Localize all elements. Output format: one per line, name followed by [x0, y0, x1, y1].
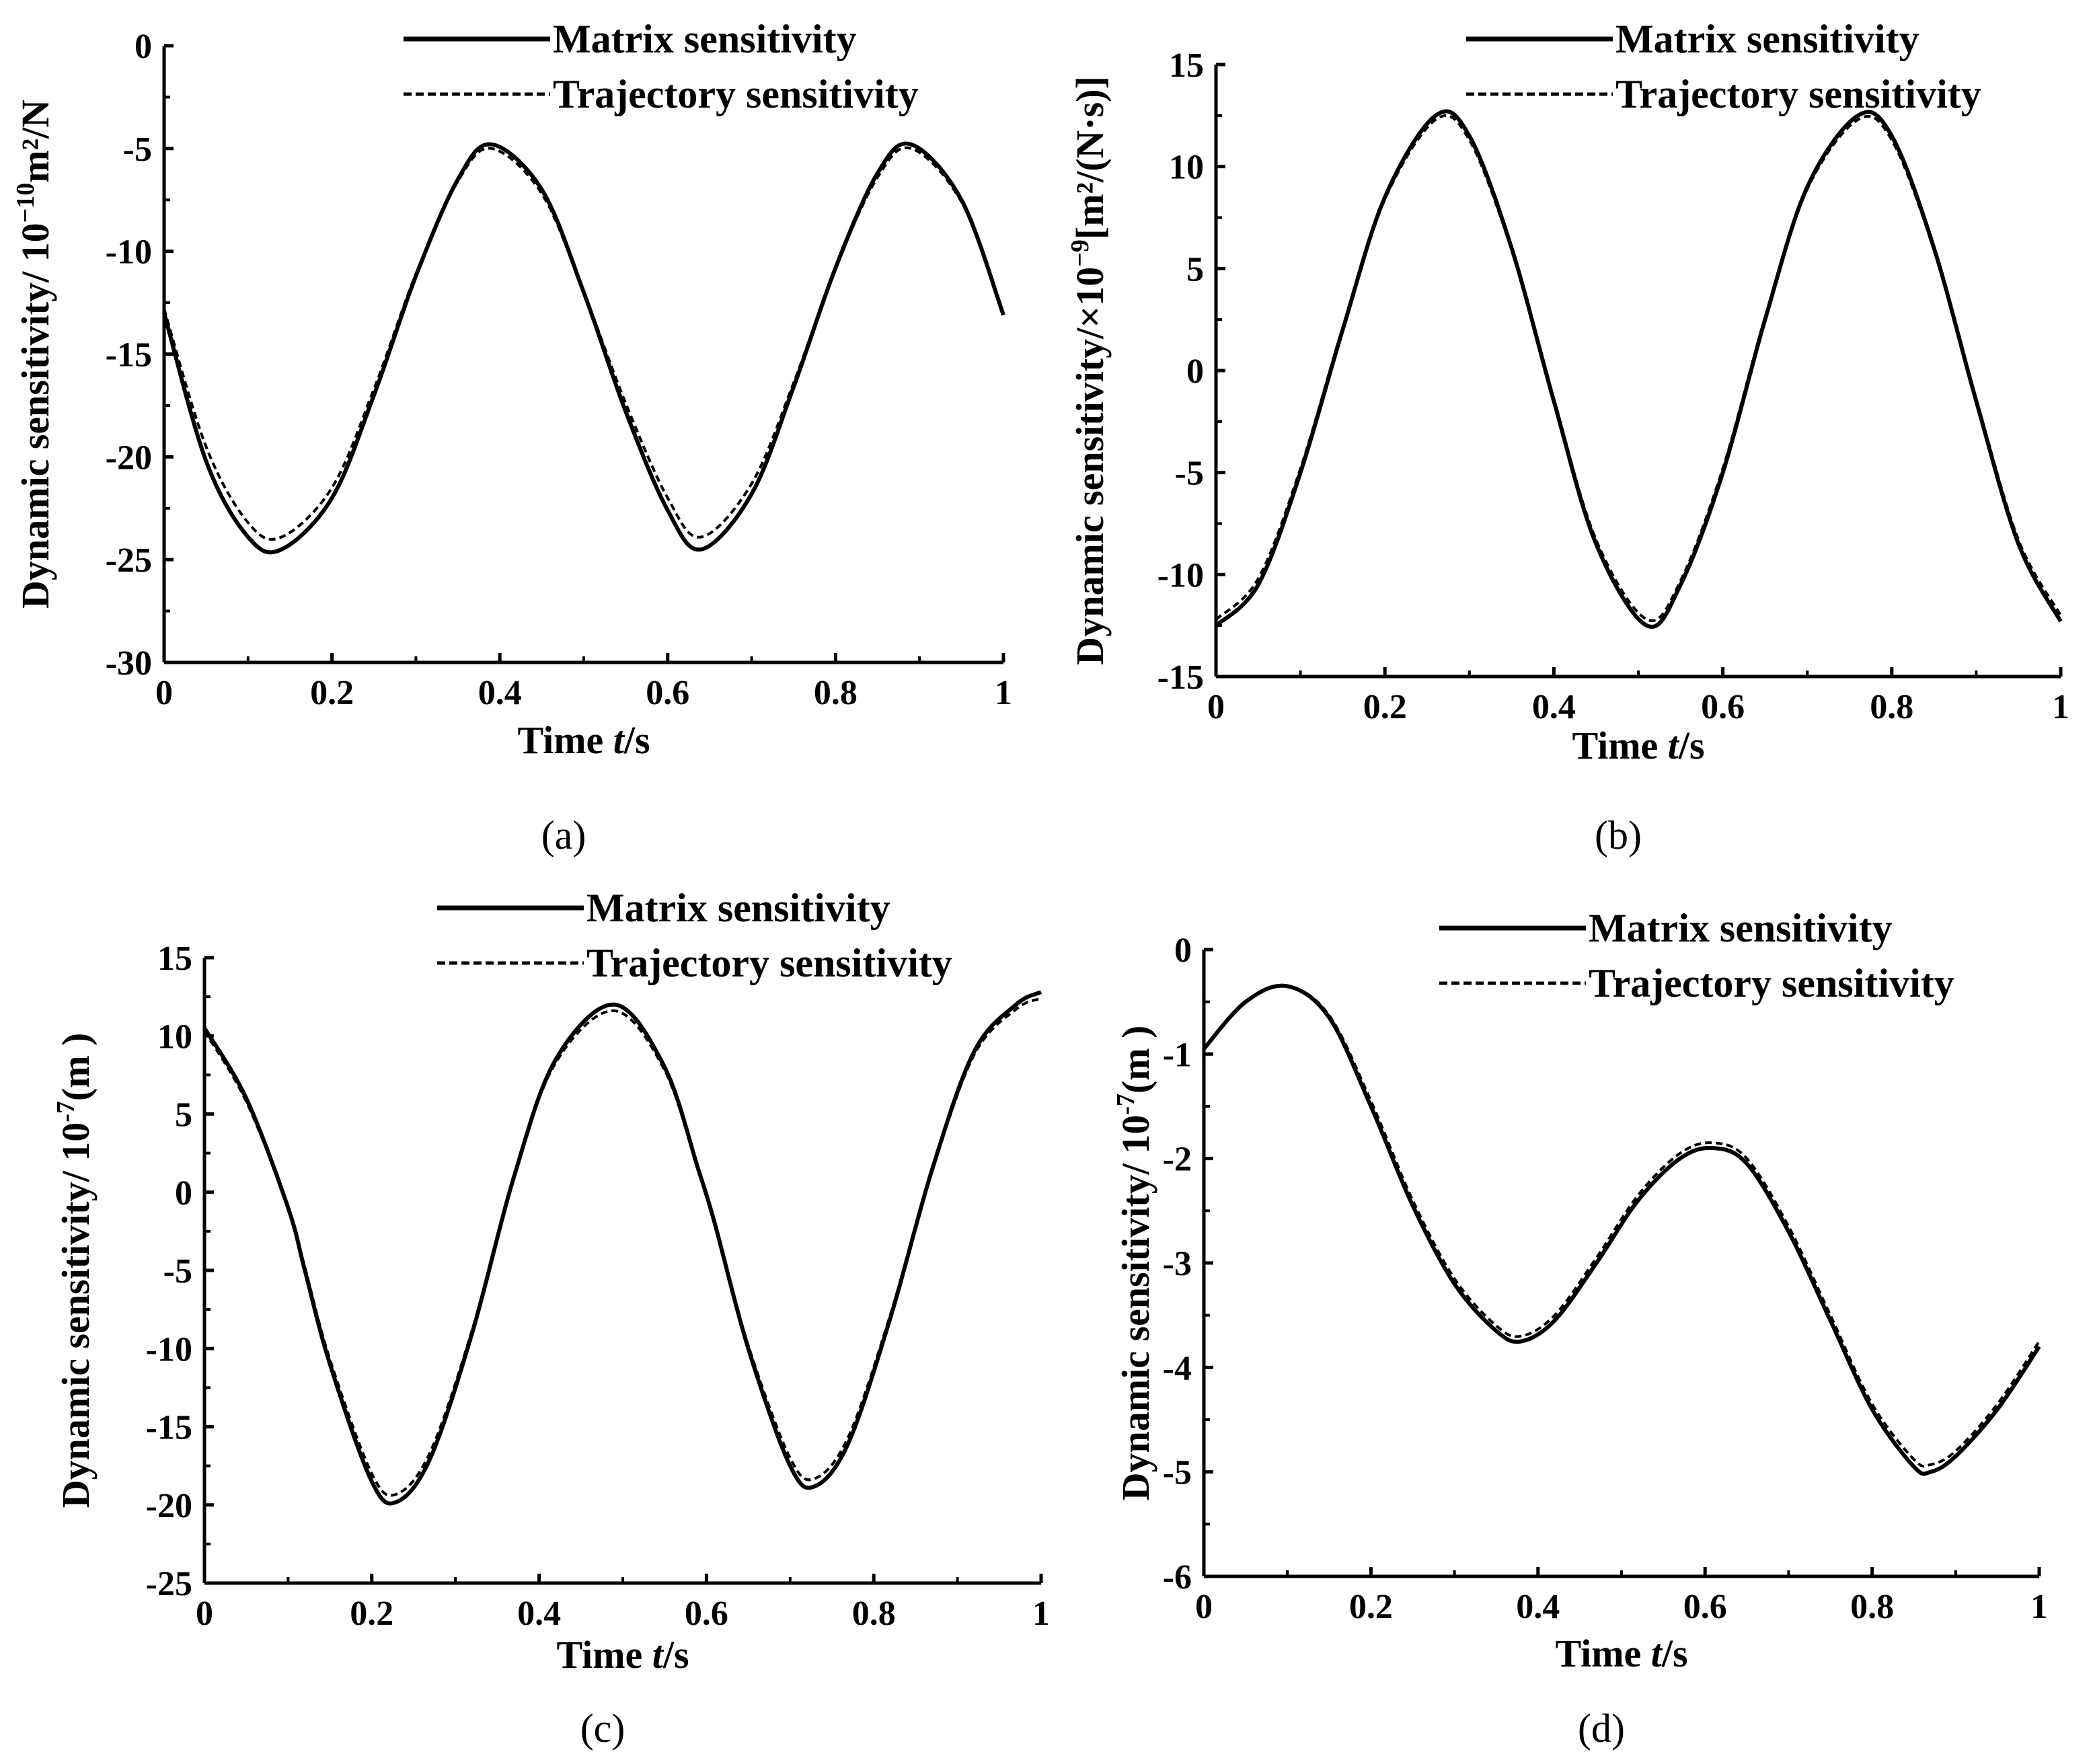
y-tick-label: 0: [1186, 352, 1204, 391]
x-tick-label: 0.4: [478, 674, 522, 712]
x-tick-label: 0.6: [1683, 1588, 1727, 1626]
y-tick-label: -10: [146, 1330, 192, 1369]
y-tick-label: -25: [146, 1565, 192, 1603]
legend: Matrix sensitivity Trajectory sensitivity: [1439, 906, 1954, 1005]
y-tick-label: -5: [163, 1252, 192, 1291]
x-tick-label: 0.6: [646, 674, 689, 712]
y-tick-label: -20: [106, 438, 152, 477]
panel-label: (b): [1595, 813, 1642, 857]
x-tick-label: 0: [1195, 1588, 1213, 1626]
y-tick-label: -30: [106, 644, 152, 683]
y-tick-label: 0: [135, 28, 152, 66]
x-tick-label: 0.8: [814, 674, 858, 712]
y-tick-label: 0: [1174, 931, 1192, 970]
y-tick-label: -10: [106, 233, 152, 272]
y-tick-label: -15: [1157, 658, 1204, 697]
legend-label: Matrix sensitivity: [1589, 906, 1893, 950]
x-tick-label: 0.4: [517, 1595, 561, 1633]
x-tick-label: 0.2: [1349, 1588, 1393, 1626]
x-tick-label: 0: [196, 1595, 213, 1633]
x-tick-label: 0.8: [1850, 1588, 1894, 1626]
panel-label: (a): [541, 813, 586, 857]
legend: Matrix sensitivity Trajectory sensitivity: [437, 886, 952, 985]
x-tick-label: 0.8: [1870, 688, 1913, 726]
panel-label: (c): [580, 1706, 625, 1751]
y-tick-label: 0: [175, 1174, 192, 1213]
series-line-trajectory: [203, 997, 1042, 1497]
series-line-trajectory: [1203, 984, 2041, 1468]
y-tick-label: 15: [1169, 46, 1204, 85]
x-tick-label: 1: [995, 674, 1012, 712]
y-tick-label: -4: [1163, 1349, 1192, 1387]
y-tick-label: -6: [1163, 1558, 1192, 1597]
series-line-trajectory: [163, 146, 1005, 541]
y-tick-label: 10: [157, 1018, 192, 1056]
y-tick-label: 5: [1186, 250, 1204, 289]
y-tick-label: -10: [1157, 556, 1204, 595]
y-axis-title: Dynamic sensitivity/ 10-7(m ): [1112, 1026, 1157, 1501]
y-tick-label: -5: [123, 130, 152, 169]
y-axis-title: Dynamic sensitivity/ 10−10m²/N: [11, 100, 57, 609]
series-line-matrix: [1202, 983, 2041, 1476]
panel-label: (d): [1578, 1706, 1625, 1751]
legend-label: Trajectory sensitivity: [1589, 961, 1954, 1005]
y-tick-label: -1: [1163, 1036, 1192, 1074]
x-tick-label: 0.2: [1363, 688, 1407, 726]
y-tick-label: -5: [1175, 455, 1204, 493]
x-tick-label: 0.2: [350, 1595, 393, 1633]
chart-panel-3: 0 0.2 0.4 0.6 0.8 1 -25 -20 -15 -10 -5 0 5 10 15 Matrix…: [52, 886, 1050, 1751]
y-tick-label: -20: [146, 1487, 192, 1525]
x-tick-label: 1: [2030, 1588, 2048, 1626]
legend-label: Trajectory sensitivity: [586, 941, 952, 985]
x-tick-label: 0: [155, 674, 173, 712]
legend-label: Matrix sensitivity: [586, 886, 890, 930]
x-tick-label: 0.2: [310, 674, 354, 712]
chart-panel-2: 0 0.2 0.4 0.6 0.8 1 -15 -10 -5 0 5 10 15 Matrix sensi…: [1066, 17, 2069, 857]
x-tick-label: 1: [2052, 688, 2069, 726]
y-tick-label: -15: [146, 1409, 192, 1447]
y-tick-label: -15: [106, 336, 152, 375]
series-line-trajectory: [1215, 114, 2062, 622]
y-tick-label: -3: [1163, 1245, 1192, 1283]
x-axis-title: Time t/s: [517, 718, 650, 762]
legend-label: Trajectory sensitivity: [553, 72, 919, 116]
x-axis-title: Time t/s: [1555, 1632, 1687, 1675]
x-tick-label: 0.4: [1532, 688, 1576, 726]
x-tick-label: 0: [1207, 688, 1225, 726]
y-tick-label: -5: [1163, 1454, 1192, 1492]
legend: Matrix sensitivity Trajectory sensitivity: [404, 17, 919, 116]
series-line-matrix: [202, 990, 1042, 1506]
x-axis-title: Time t/s: [1572, 724, 1704, 767]
y-axis-title: Dynamic sensitivity/ 10-7(m ): [52, 1033, 98, 1508]
x-axis-title: Time t/s: [556, 1633, 689, 1677]
series-line-matrix: [162, 141, 1005, 555]
x-tick-label: 0.8: [852, 1595, 896, 1633]
y-axis-title: Dynamic sensitivity/×10−9[m²/(N·s)]: [1066, 76, 1112, 665]
legend-label: Matrix sensitivity: [553, 17, 857, 61]
y-tick-label: 15: [157, 939, 192, 978]
y-tick-label: 10: [1169, 149, 1204, 187]
y-tick-label: 5: [175, 1096, 192, 1135]
chart-panel-4: 0 0.2 0.4 0.6 0.8 1 -6 -5 -4 -3 -2 -1 0 Matrix sensit…: [1112, 906, 2048, 1751]
legend-label: Matrix sensitivity: [1615, 17, 1919, 61]
series-line-matrix: [1214, 109, 2063, 629]
y-tick-label: -25: [106, 541, 152, 580]
legend: Matrix sensitivity Trajectory sensitivity: [1466, 17, 1981, 116]
x-tick-label: 0.6: [685, 1595, 728, 1633]
chart-panel-1: 0 0.2 0.4 0.6 0.8 1 -30 -25 -20 -15 -10 -5 0 Matrix s…: [11, 17, 1012, 857]
y-tick-label: -2: [1163, 1141, 1192, 1179]
x-tick-label: 0.4: [1516, 1588, 1560, 1626]
x-tick-label: 0.6: [1701, 688, 1745, 726]
legend-label: Trajectory sensitivity: [1615, 72, 1981, 116]
x-tick-label: 1: [1032, 1595, 1050, 1633]
